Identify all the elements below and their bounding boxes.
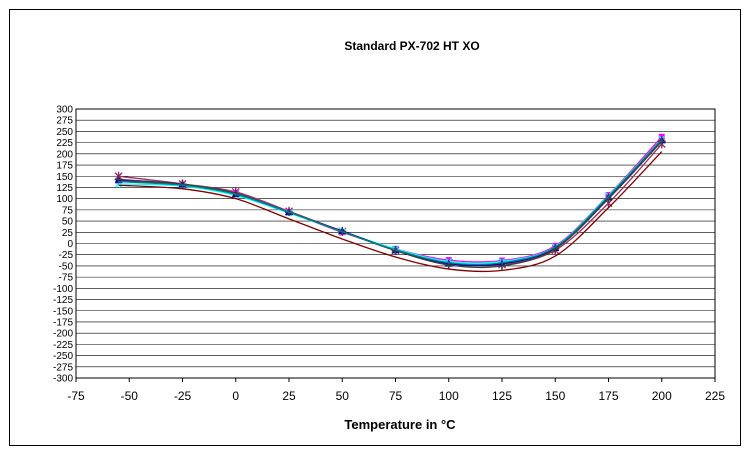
y-tick-label: 25 <box>62 228 74 239</box>
y-tick-label: 175 <box>56 161 73 172</box>
y-tick-label: 150 <box>56 172 73 183</box>
chart-area <box>9 9 741 446</box>
x-tick-label: 175 <box>598 389 618 403</box>
x-tick-label: 225 <box>705 389 725 403</box>
y-tick-label: 125 <box>56 183 73 194</box>
chart-title: Standard PX-702 HT XO <box>344 39 479 53</box>
y-tick-label: -275 <box>53 362 73 373</box>
series-5 <box>114 137 666 270</box>
y-tick-label: 300 <box>56 105 73 116</box>
x-tick-label: -50 <box>121 389 139 403</box>
y-tick-label: -75 <box>59 273 74 284</box>
x-tick-label: 150 <box>545 389 565 403</box>
series-line <box>118 136 663 263</box>
y-tick-label: -200 <box>53 329 73 340</box>
series-line <box>118 139 663 266</box>
x-tick-label: -25 <box>174 389 192 403</box>
y-tick-label: 225 <box>56 138 73 149</box>
y-tick-label: -25 <box>59 250 74 261</box>
y-tick-label: 75 <box>62 205 74 216</box>
series-7 <box>118 151 663 273</box>
y-tick-label: 200 <box>56 149 73 160</box>
y-tick-label: -50 <box>59 261 74 272</box>
data-point <box>657 137 666 146</box>
x-axis-label: Temperature in °C <box>344 417 456 432</box>
grid-lines <box>76 108 715 379</box>
x-tick-label: 200 <box>652 389 672 403</box>
x-tick-label: 0 <box>232 389 239 403</box>
y-tick-label: -300 <box>53 374 73 385</box>
y-axis-ticks: 3002752502252001751501251007550250-25-50… <box>53 105 73 385</box>
x-tick-label: 25 <box>282 389 296 403</box>
x-tick-label: -75 <box>67 389 85 403</box>
series-3 <box>115 135 666 265</box>
y-tick-label: -250 <box>53 351 73 362</box>
x-axis-ticks: -75 -50 -25 0 25 50 75 100 125 150 175 200 225 <box>67 378 725 403</box>
y-tick-label: 275 <box>56 116 73 127</box>
y-tick-label: 50 <box>62 217 74 228</box>
y-tick-label: 0 <box>67 239 73 250</box>
y-tick-label: -125 <box>53 295 73 306</box>
series-line <box>118 151 663 273</box>
x-tick-label: 50 <box>336 389 350 403</box>
y-tick-label: -225 <box>53 340 73 351</box>
x-tick-label: 100 <box>439 389 459 403</box>
series-line <box>118 138 663 264</box>
y-tick-label: 250 <box>56 127 73 138</box>
x-tick-label: 125 <box>492 389 512 403</box>
y-tick-label: 100 <box>56 194 73 205</box>
y-tick-label: -175 <box>53 317 73 328</box>
series-6 <box>118 139 663 266</box>
x-tick-label: 75 <box>389 389 403 403</box>
y-tick-label: -150 <box>53 306 73 317</box>
y-tick-label: -100 <box>53 284 73 295</box>
series-1 <box>114 139 666 270</box>
series-group <box>114 133 666 273</box>
